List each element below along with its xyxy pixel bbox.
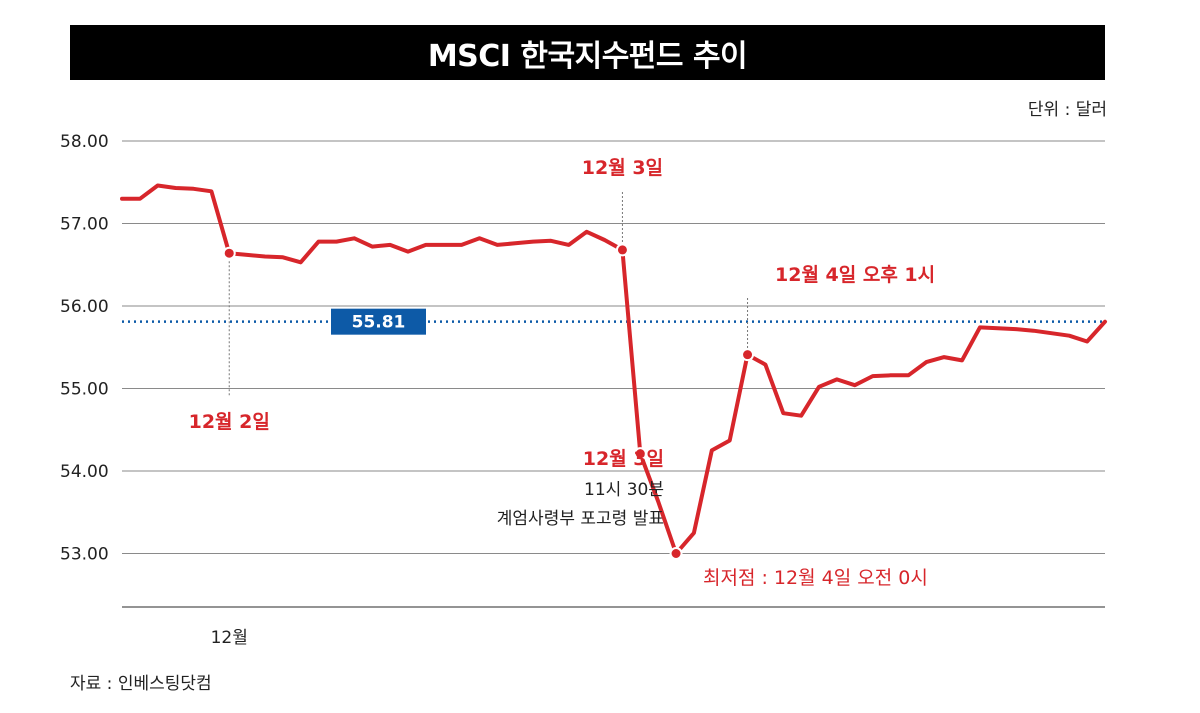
y-tick-label: 58.00 xyxy=(60,132,109,152)
y-tick-label: 56.00 xyxy=(60,297,109,317)
y-tick-label: 53.00 xyxy=(60,545,109,565)
annotation-label: 12월 2일 xyxy=(189,411,270,433)
annotation-label: 최저점 : 12월 4일 오전 0시 xyxy=(703,567,928,589)
reference-label: 55.81 xyxy=(352,313,406,333)
unit-label: 단위 : 달러 xyxy=(1027,100,1107,120)
source-label: 자료 : 인베스팅닷컴 xyxy=(70,674,212,694)
annotation-subline: 11시 30분 xyxy=(584,480,664,500)
data-point-marker xyxy=(633,447,647,461)
reference-label-box xyxy=(331,308,426,335)
annotation-label: 12월 3일 xyxy=(583,448,664,470)
annotation-label: 12월 3일 xyxy=(582,157,663,179)
annotation-label: 12월 4일 오후 1시 xyxy=(775,264,935,286)
series-line xyxy=(120,183,1107,556)
chart-title-bar: MSCI 한국지수펀드 추이 xyxy=(70,25,1105,80)
annotation-subline: 계엄사령부 포고령 발표 xyxy=(497,509,664,529)
y-tick-label: 54.00 xyxy=(60,462,109,482)
data-point-marker xyxy=(669,547,683,560)
data-point-marker xyxy=(615,243,629,257)
x-tick-label: 12월 xyxy=(211,628,248,648)
chart-title: MSCI 한국지수펀드 추이 xyxy=(427,38,748,74)
y-tick-label: 55.00 xyxy=(60,380,109,400)
data-point-marker xyxy=(222,246,236,260)
data-point-marker xyxy=(741,348,755,362)
y-tick-label: 57.00 xyxy=(60,215,109,235)
